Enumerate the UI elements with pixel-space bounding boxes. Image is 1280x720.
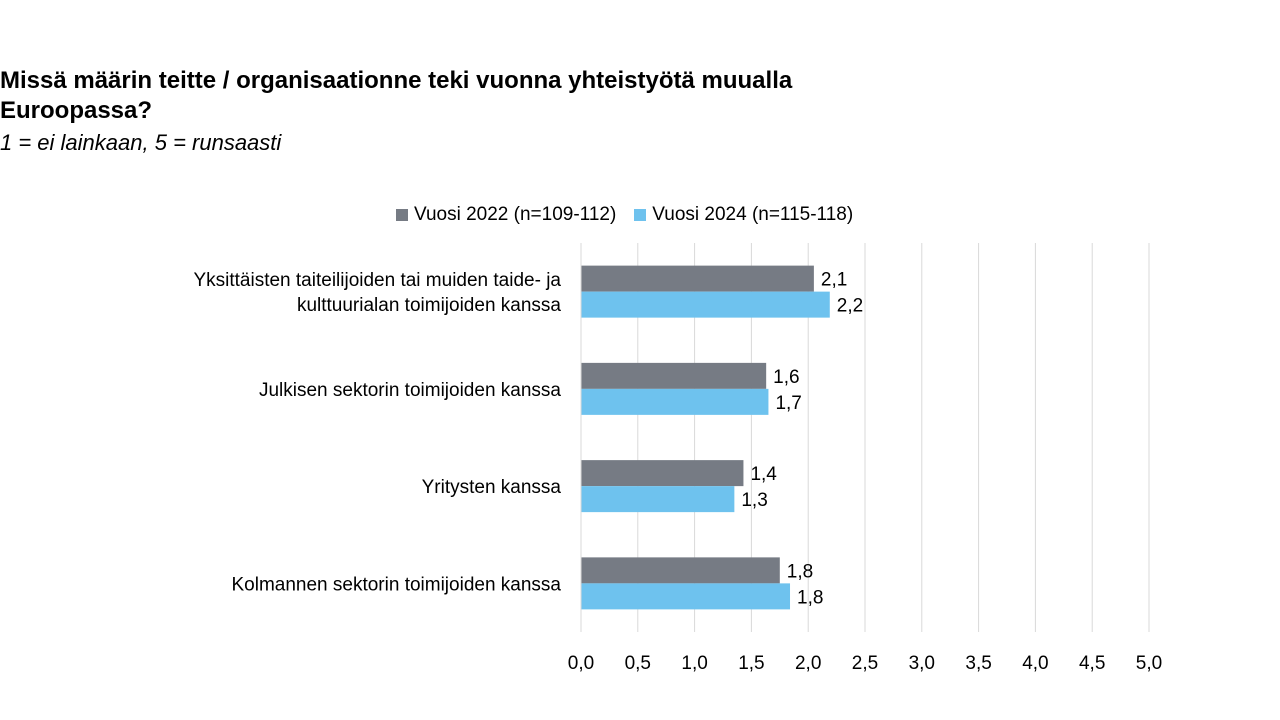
bar-2024: [581, 583, 791, 610]
chart-subtitle: 1 = ei lainkaan, 5 = runsaasti: [0, 130, 282, 155]
chart-title: Missä määrin teitte / organisaationne te…: [0, 66, 1280, 126]
data-label: 2,2: [837, 296, 863, 317]
bar-2022: [581, 557, 780, 584]
bar-2022: [581, 460, 744, 487]
legend-swatch-2022: [396, 209, 408, 221]
data-label: 1,6: [773, 367, 799, 388]
legend-item-2022: Vuosi 2022 (n=109-112): [396, 204, 616, 226]
bar-2024: [581, 291, 830, 318]
chart-title-line-2: Euroopassa?: [0, 97, 153, 124]
chart-legend: Vuosi 2022 (n=109-112) Vuosi 2024 (n=115…: [396, 202, 871, 228]
category-label: Julkisen sektorin toimijoiden kanssa: [259, 380, 561, 401]
category-label: Yritysten kanssa: [422, 477, 562, 498]
bar-2022: [581, 265, 814, 292]
x-tick-label: 0,5: [625, 653, 651, 674]
x-tick-label: 1,0: [681, 653, 707, 674]
data-label: 1,3: [741, 490, 767, 511]
x-tick-label: 2,0: [795, 653, 821, 674]
data-label: 1,8: [787, 561, 813, 582]
bar-2024: [581, 388, 769, 415]
legend-item-2024: Vuosi 2024 (n=115-118): [634, 204, 853, 226]
x-tick-label: 4,0: [1022, 653, 1048, 674]
x-tick-label: 3,5: [965, 653, 991, 674]
x-tick-label: 4,5: [1079, 653, 1105, 674]
data-label: 2,1: [821, 270, 847, 291]
data-label: 1,4: [750, 464, 777, 485]
bar-2022: [581, 362, 767, 389]
x-tick-label: 5,0: [1136, 653, 1162, 674]
legend-label-2022: Vuosi 2022 (n=109-112): [414, 204, 617, 225]
legend-label-2024: Vuosi 2024 (n=115-118): [652, 204, 854, 225]
x-tick-label: 2,5: [852, 653, 878, 674]
category-label: Yksittäisten taiteilijoiden tai muiden t…: [193, 270, 561, 291]
x-tick-label: 0,0: [568, 653, 594, 674]
category-label: Kolmannen sektorin toimijoiden kanssa: [231, 574, 561, 595]
x-tick-label: 3,0: [909, 653, 935, 674]
bar-2024: [581, 486, 735, 513]
chart-title-line-1: Missä määrin teitte / organisaationne te…: [0, 67, 793, 94]
category-label: kulttuurialan toimijoiden kanssa: [297, 295, 561, 316]
x-tick-label: 1,5: [738, 653, 764, 674]
legend-swatch-2024: [634, 209, 647, 221]
data-label: 1,7: [775, 393, 801, 414]
data-label: 1,8: [797, 587, 823, 608]
